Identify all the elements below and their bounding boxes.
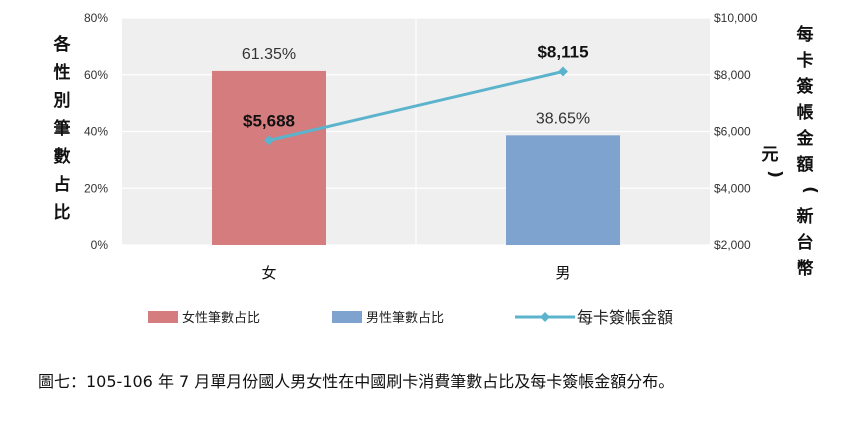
y-axis-title-char: 性 — [54, 62, 71, 83]
figure-caption: 圖七：105-106 年 7 月單月份國人男女性在中國刷卡消費筆數占比及每卡簽帳… — [38, 372, 675, 391]
y2-axis-title-char: 新 — [797, 206, 814, 227]
y-axis-title-char: 各 — [53, 34, 72, 55]
bar — [212, 70, 326, 245]
y2-axis-title-char: 簽 — [797, 76, 815, 97]
y-tick-label: 60% — [84, 68, 108, 82]
y-tick-label: 80% — [84, 11, 108, 25]
y-axis-title-char: 比 — [54, 202, 71, 223]
y2-axis-title-char: 幣 — [797, 258, 814, 279]
y2-axis-title-char: 台 — [797, 232, 814, 253]
y2-tick-label: $10,000 — [714, 11, 758, 25]
legend-label: 女性筆數占比 — [182, 310, 260, 326]
bar-data-label: 61.35% — [242, 46, 296, 63]
line-point — [558, 66, 568, 77]
bar — [506, 135, 620, 245]
y-tick-label: 20% — [84, 181, 108, 195]
bar-data-label: 38.65% — [536, 110, 590, 127]
line-data-label: $5,688 — [243, 111, 295, 130]
legend-label: 每卡簽帳金額 — [577, 308, 673, 327]
y2-axis-title-char: 卡 — [797, 50, 814, 71]
y-axis-title-char: 數 — [54, 146, 71, 167]
y-axis-title-char: 筆 — [54, 118, 71, 139]
line-series — [268, 70, 564, 142]
y2-tick-label: $4,000 — [714, 181, 751, 195]
y2-tick-label: $8,000 — [714, 68, 751, 82]
y2-axis-title-char: ( — [800, 186, 820, 194]
y2-axis-title-char: 元 — [762, 145, 779, 165]
legend-label: 男性筆數占比 — [366, 311, 444, 326]
y2-axis-title-char: ) — [765, 170, 785, 178]
legend-line-marker — [540, 312, 550, 322]
line-data-label: $8,115 — [537, 42, 588, 61]
legend-swatch — [332, 311, 362, 323]
y-axis-title-char: 占 — [54, 174, 71, 195]
y-tick-label: 40% — [84, 125, 108, 139]
y2-tick-label: $2,000 — [714, 238, 751, 252]
y2-axis-title-char: 金 — [796, 128, 815, 149]
y2-axis-title-char: 每 — [797, 24, 814, 45]
legend-swatch — [148, 311, 178, 323]
x-tick-label: 男 — [555, 264, 570, 282]
y-axis-title-char: 別 — [53, 91, 71, 111]
line-point — [264, 135, 274, 146]
y2-axis-title-char: 額 — [796, 154, 814, 175]
x-tick-label: 女 — [261, 264, 276, 282]
y2-tick-label: $6,000 — [714, 125, 751, 139]
y-tick-label: 0% — [91, 238, 109, 252]
y2-axis-title-char: 帳 — [797, 102, 814, 123]
